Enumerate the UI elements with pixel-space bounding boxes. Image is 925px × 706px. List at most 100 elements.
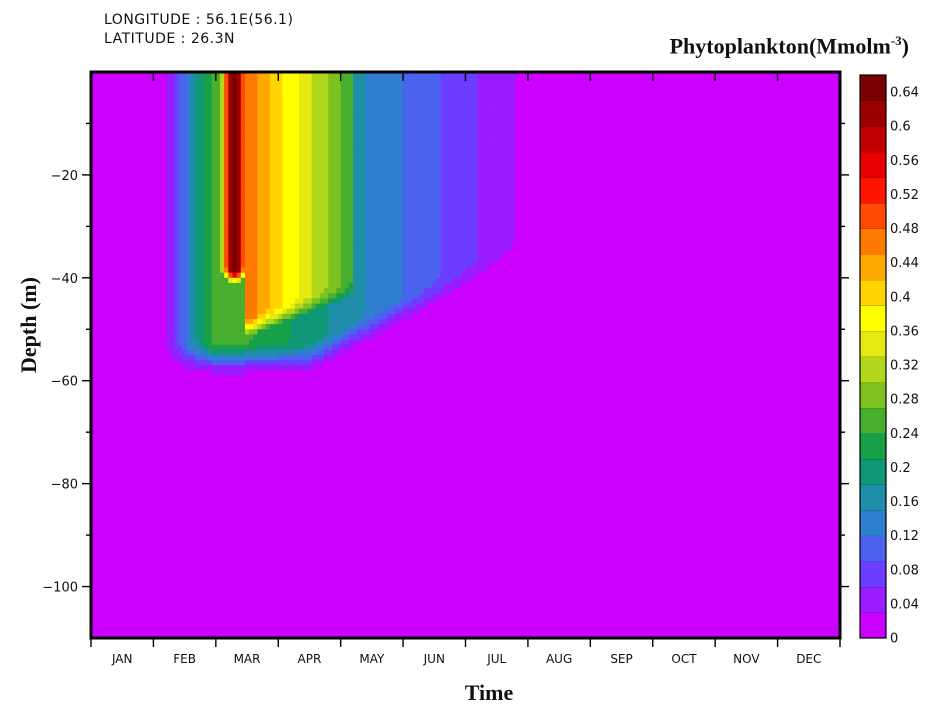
heatmap-cell bbox=[290, 159, 296, 166]
heatmap-cell bbox=[482, 72, 487, 78]
heatmap-cell bbox=[702, 77, 708, 83]
heatmap-cell bbox=[606, 154, 612, 161]
heatmap-cell bbox=[115, 200, 121, 207]
heatmap-cell bbox=[448, 133, 454, 140]
heatmap-cell bbox=[373, 77, 379, 83]
heatmap-cell bbox=[398, 174, 404, 181]
heatmap-cell bbox=[419, 92, 425, 99]
heatmap-cell bbox=[303, 210, 308, 217]
heatmap-cell bbox=[232, 72, 238, 78]
heatmap-cell bbox=[120, 210, 125, 217]
heatmap-cell bbox=[348, 87, 354, 94]
heatmap-cell bbox=[149, 195, 155, 202]
heatmap-cell bbox=[161, 87, 167, 94]
heatmap-cell bbox=[224, 123, 229, 130]
heatmap-cell bbox=[773, 185, 779, 191]
heatmap-cell bbox=[253, 97, 259, 104]
heatmap-cell bbox=[319, 77, 325, 83]
heatmap-cell bbox=[835, 138, 841, 145]
heatmap-cell bbox=[207, 185, 213, 191]
heatmap-cell bbox=[702, 205, 708, 212]
heatmap-cell bbox=[382, 118, 388, 125]
heatmap-cell bbox=[461, 200, 467, 207]
heatmap-cell bbox=[336, 195, 342, 202]
heatmap-cell bbox=[686, 133, 691, 140]
heatmap-cell bbox=[99, 185, 105, 191]
heatmap-cell bbox=[590, 205, 596, 212]
heatmap-cell bbox=[552, 205, 558, 212]
heatmap-cell bbox=[615, 123, 621, 130]
heatmap-cell bbox=[257, 185, 263, 191]
heatmap-cell bbox=[373, 200, 379, 207]
heatmap-cell bbox=[353, 210, 358, 217]
heatmap-cell bbox=[532, 128, 537, 135]
heatmap-cell bbox=[136, 72, 142, 78]
heatmap-cell bbox=[411, 97, 417, 104]
heatmap-cell bbox=[594, 77, 600, 83]
heatmap-cell bbox=[240, 205, 246, 212]
heatmap-cell bbox=[149, 200, 155, 207]
heatmap-cell bbox=[486, 118, 492, 125]
heatmap-cell bbox=[228, 72, 234, 78]
heatmap-cell bbox=[561, 108, 566, 114]
heatmap-cell bbox=[744, 123, 750, 130]
heatmap-cell bbox=[103, 123, 109, 130]
heatmap-cell bbox=[157, 205, 163, 212]
heatmap-cell bbox=[681, 149, 687, 155]
heatmap-cell bbox=[477, 205, 483, 212]
heatmap-cell bbox=[582, 205, 587, 212]
heatmap-cell bbox=[636, 128, 641, 135]
heatmap-cell bbox=[815, 185, 820, 191]
heatmap-cell bbox=[195, 169, 200, 176]
heatmap-cell bbox=[244, 205, 250, 212]
heatmap-cell bbox=[690, 180, 695, 186]
heatmap-cell bbox=[802, 154, 808, 161]
heatmap-cell bbox=[365, 82, 371, 89]
heatmap-cell bbox=[715, 87, 720, 94]
heatmap-cell bbox=[120, 92, 125, 99]
heatmap-cell bbox=[723, 185, 729, 191]
heatmap-cell bbox=[661, 72, 666, 78]
heatmap-cell bbox=[157, 185, 163, 191]
heatmap-cell bbox=[440, 102, 446, 109]
heatmap-cell bbox=[215, 92, 221, 99]
heatmap-cell bbox=[95, 92, 100, 99]
heatmap-cell bbox=[195, 113, 200, 119]
heatmap-cell bbox=[519, 144, 525, 150]
heatmap-cell bbox=[398, 82, 404, 89]
heatmap-cell bbox=[835, 72, 841, 78]
heatmap-cell bbox=[103, 174, 109, 181]
heatmap-cell bbox=[419, 72, 425, 78]
heatmap-cell bbox=[611, 154, 616, 161]
heatmap-cell bbox=[469, 113, 475, 119]
heatmap-cell bbox=[731, 180, 737, 186]
heatmap-cell bbox=[652, 123, 658, 130]
heatmap-cell bbox=[303, 82, 308, 89]
heatmap-cell bbox=[615, 87, 621, 94]
heatmap-cell bbox=[453, 144, 458, 150]
heatmap-cell bbox=[490, 77, 496, 83]
heatmap-cell bbox=[486, 174, 492, 181]
heatmap-cell bbox=[582, 185, 587, 191]
heatmap-cell bbox=[199, 118, 204, 125]
heatmap-cell bbox=[673, 108, 679, 114]
heatmap-cell bbox=[640, 195, 646, 202]
heatmap-cell bbox=[440, 169, 446, 176]
heatmap-cell bbox=[236, 118, 242, 125]
heatmap-cell bbox=[228, 118, 234, 125]
heatmap-cell bbox=[448, 72, 454, 78]
heatmap-cell bbox=[324, 138, 329, 145]
heatmap-cell bbox=[665, 97, 670, 104]
heatmap-cell bbox=[769, 159, 775, 166]
heatmap-cell bbox=[765, 195, 770, 202]
heatmap-cell bbox=[207, 128, 213, 135]
heatmap-cell bbox=[299, 205, 304, 212]
heatmap-cell bbox=[386, 133, 392, 140]
heatmap-cell bbox=[315, 77, 321, 83]
heatmap-cell bbox=[448, 185, 454, 191]
heatmap-cell bbox=[107, 92, 113, 99]
heatmap-cell bbox=[190, 102, 196, 109]
heatmap-cell bbox=[365, 180, 371, 186]
heatmap-cell bbox=[831, 128, 837, 135]
heatmap-cell bbox=[494, 108, 500, 114]
